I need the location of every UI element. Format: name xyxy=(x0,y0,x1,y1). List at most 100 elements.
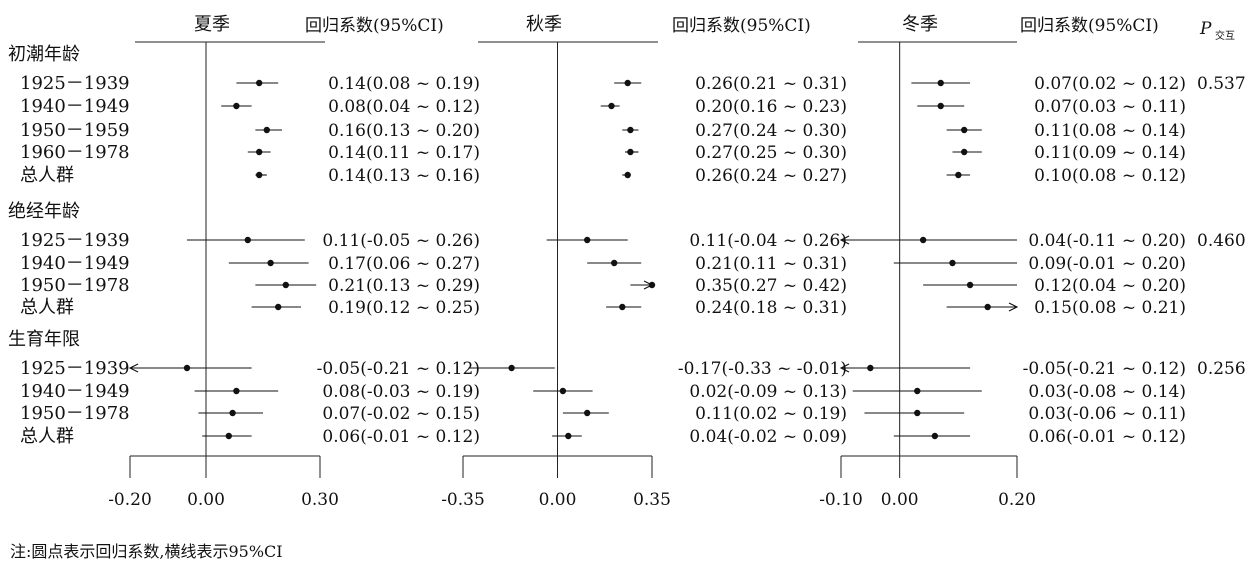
ci-arrow-left xyxy=(128,363,139,373)
point-estimate xyxy=(584,236,591,244)
point-estimate xyxy=(867,364,874,372)
ci-text: 0.27(0.25 ~ 0.30) xyxy=(695,143,847,163)
ci-text: -0.17(-0.33 ~ -0.01) xyxy=(678,359,847,379)
row-label: 1925－1939 xyxy=(20,73,130,94)
ci-text: 0.06(-0.01 ~ 0.12) xyxy=(322,427,480,447)
ci-text: 0.27(0.24 ~ 0.30) xyxy=(695,121,847,141)
point-estimate xyxy=(225,432,232,440)
ci-text: 0.06(-0.01 ~ 0.12) xyxy=(1028,427,1186,447)
ci-text: 0.26(0.24 ~ 0.27) xyxy=(695,166,847,186)
point-estimate xyxy=(229,409,236,417)
row-label: 1940－1949 xyxy=(20,381,130,402)
point-estimate xyxy=(559,387,567,395)
point-estimate xyxy=(984,303,991,311)
p-value: 0.537 xyxy=(1197,74,1246,94)
point-estimate xyxy=(275,303,282,311)
ci-arrow-right xyxy=(1008,302,1019,312)
ci-text: 0.03(-0.08 ~ 0.14) xyxy=(1028,382,1186,402)
x-tick-label: 0.00 xyxy=(539,490,577,510)
point-estimate xyxy=(914,409,921,417)
row-label: 1940－1949 xyxy=(20,96,130,117)
group-title: 生育年限 xyxy=(8,329,80,350)
ci-text: 0.11(0.02 ~ 0.19) xyxy=(695,404,847,424)
point-estimate xyxy=(233,387,240,395)
row-label: 总人群 xyxy=(20,165,74,186)
ci-text: 0.07(0.02 ~ 0.12) xyxy=(1034,74,1186,94)
season-title: 秋季 xyxy=(526,14,562,35)
ci-text: 0.26(0.21 ~ 0.31) xyxy=(695,74,847,94)
row-label: 1925－1939 xyxy=(20,358,130,379)
ci-text: 0.11(0.09 ~ 0.14) xyxy=(1034,143,1186,163)
point-estimate xyxy=(183,364,191,372)
ci-text: 0.16(0.13 ~ 0.20) xyxy=(328,121,480,141)
point-estimate xyxy=(919,236,927,244)
ci-text: 0.08(-0.03 ~ 0.19) xyxy=(322,382,480,402)
point-estimate xyxy=(627,126,634,134)
ci-text: 0.07(0.03 ~ 0.11) xyxy=(1034,97,1186,117)
ci-text: 0.21(0.13 ~ 0.29) xyxy=(328,276,480,296)
ci-text: 0.35(0.27 ~ 0.42) xyxy=(695,276,847,296)
point-estimate xyxy=(256,148,263,156)
ci-text: 0.03(-0.06 ~ 0.11) xyxy=(1028,404,1186,424)
point-estimate xyxy=(931,432,939,440)
point-estimate xyxy=(256,79,263,87)
ci-text: 0.24(0.18 ~ 0.31) xyxy=(695,298,847,318)
season-title: 夏季 xyxy=(194,14,230,35)
ci-text: 0.14(0.08 ~ 0.19) xyxy=(328,74,480,94)
ci-text: 0.11(-0.05 ~ 0.26) xyxy=(322,231,480,251)
ci-text: 0.20(0.16 ~ 0.23) xyxy=(695,97,847,117)
row-label: 1940－1949 xyxy=(20,253,130,274)
group-title: 绝经年龄 xyxy=(8,201,80,222)
p-header-sub: 交互 xyxy=(1215,29,1235,42)
row-label: 总人群 xyxy=(20,297,74,318)
point-estimate xyxy=(233,102,240,110)
footnote: 注:圆点表示回归系数,横线表示95%CI xyxy=(10,542,283,561)
point-estimate xyxy=(624,171,631,179)
point-estimate xyxy=(282,281,289,289)
point-estimate xyxy=(584,409,591,417)
ci-text: 0.11(0.08 ~ 0.14) xyxy=(1034,121,1186,141)
x-tick-label: 0.35 xyxy=(633,490,671,510)
point-estimate xyxy=(619,303,626,311)
point-estimate xyxy=(966,281,974,289)
point-estimate xyxy=(914,387,921,395)
point-estimate xyxy=(949,259,956,267)
point-estimate xyxy=(256,171,263,179)
row-label: 1960－1978 xyxy=(20,142,130,163)
point-estimate xyxy=(937,79,944,87)
point-estimate xyxy=(961,126,968,134)
point-estimate xyxy=(961,148,968,156)
row-label: 1950－1959 xyxy=(20,120,130,141)
row-label: 1925－1939 xyxy=(20,230,130,251)
ci-text: 0.15(0.08 ~ 0.21) xyxy=(1034,298,1186,318)
x-tick-label: -0.10 xyxy=(819,490,863,510)
ci-arrow-left xyxy=(839,235,850,245)
ci-text: 0.17(0.06 ~ 0.27) xyxy=(328,254,480,274)
x-tick-label: 0.00 xyxy=(187,490,225,510)
x-tick-label: -0.20 xyxy=(108,490,152,510)
ci-text: 0.14(0.11 ~ 0.17) xyxy=(328,143,480,163)
point-estimate xyxy=(955,171,962,179)
ci-text: 0.04(-0.11 ~ 0.20) xyxy=(1028,231,1186,251)
x-tick-label: -0.35 xyxy=(441,490,485,510)
p-value: 0.256 xyxy=(1197,359,1246,379)
point-estimate xyxy=(244,236,251,244)
x-tick-label: 0.30 xyxy=(301,490,339,510)
point-estimate xyxy=(263,126,270,134)
row-label: 1950－1978 xyxy=(20,275,130,296)
ci-text: -0.05(-0.21 ~ 0.12) xyxy=(317,359,480,379)
point-estimate xyxy=(611,259,618,267)
ci-arrow-left xyxy=(839,363,850,373)
season-title: 冬季 xyxy=(902,14,938,35)
point-estimate xyxy=(508,364,515,372)
ci-text: 0.08(0.04 ~ 0.12) xyxy=(328,97,480,117)
ci-text: -0.05(-0.21 ~ 0.12) xyxy=(1023,359,1186,379)
point-estimate xyxy=(627,148,634,156)
ci-text: 0.14(0.13 ~ 0.16) xyxy=(328,166,480,186)
p-value: 0.460 xyxy=(1197,231,1246,251)
coef-header: 回归系数(95%CI) xyxy=(305,16,444,36)
ci-text: 0.07(-0.02 ~ 0.15) xyxy=(322,404,480,424)
p-header: P xyxy=(1199,19,1212,39)
ci-text: 0.02(-0.09 ~ 0.13) xyxy=(689,382,847,402)
ci-text: 0.10(0.08 ~ 0.12) xyxy=(1034,166,1186,186)
